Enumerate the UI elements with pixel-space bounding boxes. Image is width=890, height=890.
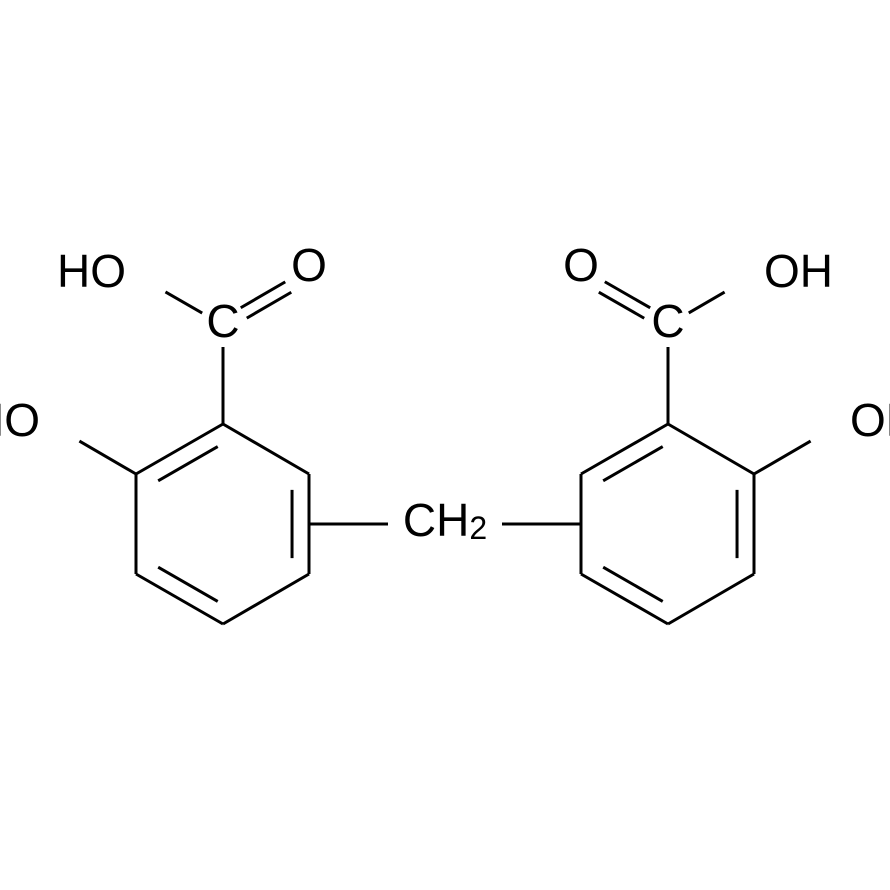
right-ring-inner-2 [603,567,663,601]
left-ring-edge-1 [223,424,309,474]
right-C-dbl-O-b [599,292,644,318]
right-ring-OH-label: OH [850,394,890,446]
right-ring-edge-0 [581,424,668,474]
right-C-OH [689,292,725,313]
right-C-dbl-O-a [605,282,650,308]
right-ring-OH-bond [754,441,811,474]
right-ring-inner-0 [603,447,663,481]
right-ring-edge-1 [668,424,754,474]
left-carboxyl-OH-label: HO [57,245,126,297]
left-C-dbl-O-b [241,282,286,308]
right-O-dbl-label: O [563,239,599,291]
left-ring-edge-0 [136,424,223,474]
right-ring-edge-3 [668,574,754,624]
left-ring-inner-0 [158,447,218,481]
left-C-label: C [206,295,239,347]
right-ring-edge-4 [581,574,668,624]
left-C-OH [165,292,202,313]
left-ring-edge-3 [223,574,309,624]
left-O-dbl-label: O [291,239,327,291]
bridge-CH2-label: CH2 [403,494,487,546]
left-ring-OH-bond [79,441,136,474]
left-C-dbl-O-a [247,292,292,318]
chemical-structure-diagram: COHOHOCOOHOHCH2 [0,0,890,890]
left-ring-OH-label: HO [0,394,40,446]
right-carboxyl-OH-label: OH [764,245,833,297]
right-C-label: C [651,295,684,347]
left-ring-inner-2 [158,567,218,601]
left-ring-edge-4 [136,574,223,624]
